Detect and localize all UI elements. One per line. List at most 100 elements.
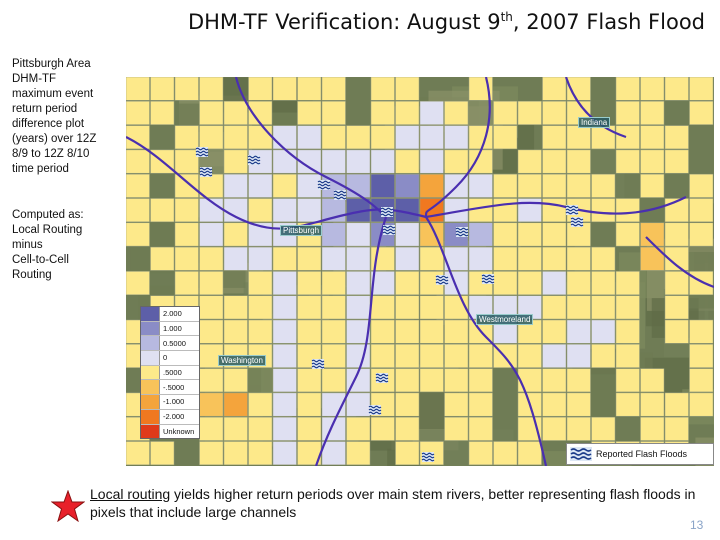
legend-label: 0.5000: [163, 338, 186, 348]
grid-cell: [248, 416, 273, 441]
grid-cell: [615, 392, 640, 417]
grid-cell: [126, 77, 150, 101]
legend-row: -1.000: [141, 395, 199, 410]
grid-cell: [640, 222, 665, 247]
computation-line: Computed as:: [12, 209, 84, 221]
grid-cell: [591, 319, 616, 344]
flood-marker: [311, 359, 325, 369]
grid-cell: [370, 77, 395, 101]
grid-cell: [517, 344, 542, 368]
grid-cell: [640, 77, 665, 101]
map-canvas: [126, 77, 714, 466]
grid-cell: [517, 222, 542, 247]
grid-cell: [126, 149, 150, 174]
grid-cell: [150, 77, 175, 101]
legend-swatch: [141, 307, 160, 321]
grid-cell: [395, 77, 420, 101]
grid-cell: [346, 319, 371, 344]
grid-cell: [542, 173, 567, 198]
grid-cell: [615, 125, 640, 150]
grid-cell: [640, 173, 665, 198]
grid-cell: [542, 222, 567, 247]
grid-cell: [517, 368, 542, 393]
grid-cell: [542, 125, 567, 150]
grid-cell: [223, 101, 248, 125]
grid-cell: [493, 198, 518, 223]
flood-marker-waves: [481, 274, 495, 284]
grid-cell: [321, 441, 346, 466]
grid-cell: [248, 246, 273, 271]
grid-cell: [419, 149, 444, 174]
grid-cell: [395, 271, 420, 295]
grid-cell: [174, 173, 199, 198]
grid-cell: [248, 222, 273, 247]
grid-cell: [444, 319, 469, 344]
grid-cell: [664, 77, 689, 101]
legend-label: -2.000: [163, 412, 185, 422]
slide-title: DHM-TF Verification: August 9th, 2007 Fl…: [187, 10, 705, 34]
flood-marker-waves: [311, 359, 325, 369]
legend-swatch: [141, 409, 160, 424]
grid-cell: [566, 271, 591, 295]
grid-cell: [542, 295, 567, 320]
legend-row: 0: [141, 351, 199, 366]
flood-marker-waves: [570, 217, 584, 227]
grid-cell: [640, 246, 665, 271]
caption-text: yields higher return periods over main s…: [90, 486, 696, 520]
flood-marker: [199, 167, 213, 177]
flood-marker-waves: [455, 227, 469, 237]
grid-cell: [493, 441, 518, 466]
grid-cell: [640, 101, 665, 125]
grid-cell: [174, 246, 199, 271]
grid-cell: [223, 416, 248, 441]
flood-marker: [317, 180, 331, 190]
grid-cell: [615, 149, 640, 174]
grid-cell: [542, 198, 567, 223]
legend-swatch: [141, 395, 160, 409]
grid-cell: [297, 149, 322, 174]
grid-cell: [223, 295, 248, 320]
grid-cell: [419, 125, 444, 150]
grid-cell: [297, 125, 322, 150]
flood-marker: [570, 217, 584, 227]
grid-cell: [444, 125, 469, 150]
grid-cell: [223, 125, 248, 150]
grid-cell: [517, 271, 542, 295]
grid-cell: [542, 101, 567, 125]
flood-legend-label: Reported Flash Floods: [596, 449, 688, 459]
grid-cell: [321, 319, 346, 344]
description-line: Pittsburgh Area: [12, 58, 91, 70]
grid-cell: [566, 149, 591, 174]
page-number: 13: [690, 518, 704, 532]
flood-marker-waves: [375, 373, 389, 383]
grid-cell: [199, 246, 224, 271]
grid-cell: [468, 392, 493, 417]
grid-cell: [297, 246, 322, 271]
description-line: 8/9 to 12Z 8/10: [12, 148, 90, 160]
legend-label: 2.000: [163, 309, 182, 319]
grid-cell: [395, 392, 420, 417]
grid-cell: [615, 295, 640, 320]
grid-cell: [395, 222, 420, 247]
grid-cell: [640, 149, 665, 174]
grid-cell: [664, 271, 689, 295]
grid-cell: [468, 125, 493, 150]
grid-cell: [395, 416, 420, 441]
grid-cell: [174, 77, 199, 101]
grid-cell: [664, 246, 689, 271]
grid-cell: [174, 198, 199, 223]
grid-cell: [395, 125, 420, 150]
legend-swatch: [141, 380, 160, 395]
grid-cell: [370, 319, 395, 344]
grid-cell: [542, 368, 567, 393]
grid-cell: [615, 198, 640, 223]
grid-cell: [297, 368, 322, 393]
legend-swatch: [141, 321, 160, 336]
computation-line: Routing: [12, 269, 52, 281]
grid-cell: [223, 173, 248, 198]
grid-cell: [419, 344, 444, 368]
river-line: [645, 236, 714, 289]
grid-cell: [395, 246, 420, 271]
grid-cell: [419, 246, 444, 271]
grid-cell: [272, 392, 297, 417]
